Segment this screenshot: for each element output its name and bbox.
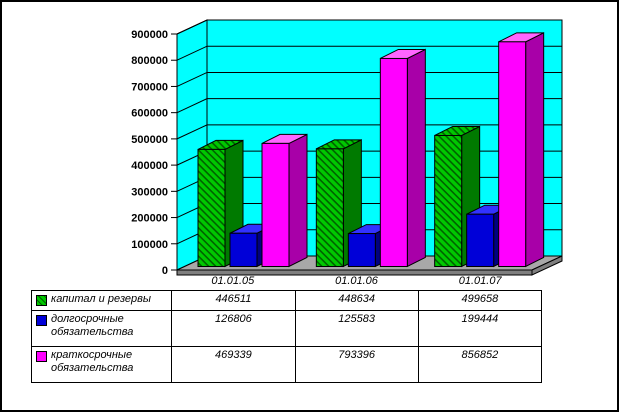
value-cell: 199444 xyxy=(417,310,543,347)
legend-cell: долгосрочные обязательства xyxy=(30,310,173,347)
y-axis-tick-label: 0 xyxy=(162,265,168,277)
gridline xyxy=(176,124,562,140)
gridline xyxy=(176,45,562,61)
bar-short-term-liabilities-01.01.06 xyxy=(379,48,426,268)
table-row: долгосрочные обязательства 126806 125583… xyxy=(30,310,543,347)
y-axis-tick-label: 500000 xyxy=(131,134,168,146)
table-row: капитал и резервы 446511 448634 499658 xyxy=(30,290,543,311)
y-axis-tick-label: 700000 xyxy=(131,81,168,93)
y-axis-tick-label: 400000 xyxy=(131,160,168,172)
x-axis-label: 01.01.07 xyxy=(458,275,502,287)
value-cell: 793396 xyxy=(294,346,419,383)
y-axis-tick-label: 900000 xyxy=(131,29,168,41)
legend-cell: капитал и резервы xyxy=(30,290,173,311)
x-axis-labels: 01.01.05 01.01.06 01.01.07 xyxy=(171,274,542,288)
series-name: краткосрочные обязательства xyxy=(51,349,134,374)
value-cell: 125583 xyxy=(294,310,419,347)
x-axis-label: 01.01.06 xyxy=(335,275,378,287)
table-row: краткосрочные обязательства 469339 79339… xyxy=(30,346,543,383)
value-cell: 126806 xyxy=(171,310,296,347)
chart-canvas: 0 100000 200000 300000 400000 500000 600000 700… xyxy=(2,2,617,288)
chart-data-table: капитал и резервы 446511 448634 499658 д… xyxy=(30,290,543,383)
bar-short-term-liabilities-01.01.05 xyxy=(261,133,308,268)
gridline xyxy=(176,71,562,87)
bar-short-term-liabilities-01.01.07 xyxy=(498,32,545,268)
legend-marker-short-term-liabilities xyxy=(36,351,47,362)
series-name: долгосрочные обязательства xyxy=(51,313,134,338)
gridline xyxy=(176,98,562,114)
legend-cell: краткосрочные обязательства xyxy=(30,346,173,383)
value-cell: 448634 xyxy=(294,290,419,311)
value-cell: 856852 xyxy=(417,346,543,383)
value-cell: 499658 xyxy=(417,290,543,311)
value-cell: 446511 xyxy=(171,290,296,311)
y-axis-tick-label: 600000 xyxy=(131,108,168,120)
gridline xyxy=(176,19,562,35)
y-axis-tick-label: 300000 xyxy=(131,186,168,198)
y-axis-tick-label: 100000 xyxy=(131,239,168,251)
legend-marker-capital-and-reserves xyxy=(36,295,47,306)
x-axis-label: 01.01.05 xyxy=(211,275,255,287)
series-name: капитал и резервы xyxy=(51,293,151,305)
y-axis-tick-label: 800000 xyxy=(131,55,168,67)
legend-marker-long-term-liabilities xyxy=(36,315,47,326)
floor-edge-side xyxy=(531,255,563,276)
y-axis-tick-label: 200000 xyxy=(131,213,168,225)
value-cell: 469339 xyxy=(171,346,296,383)
chart-3d: 0 100000 200000 300000 400000 500000 600000 700… xyxy=(131,19,563,277)
